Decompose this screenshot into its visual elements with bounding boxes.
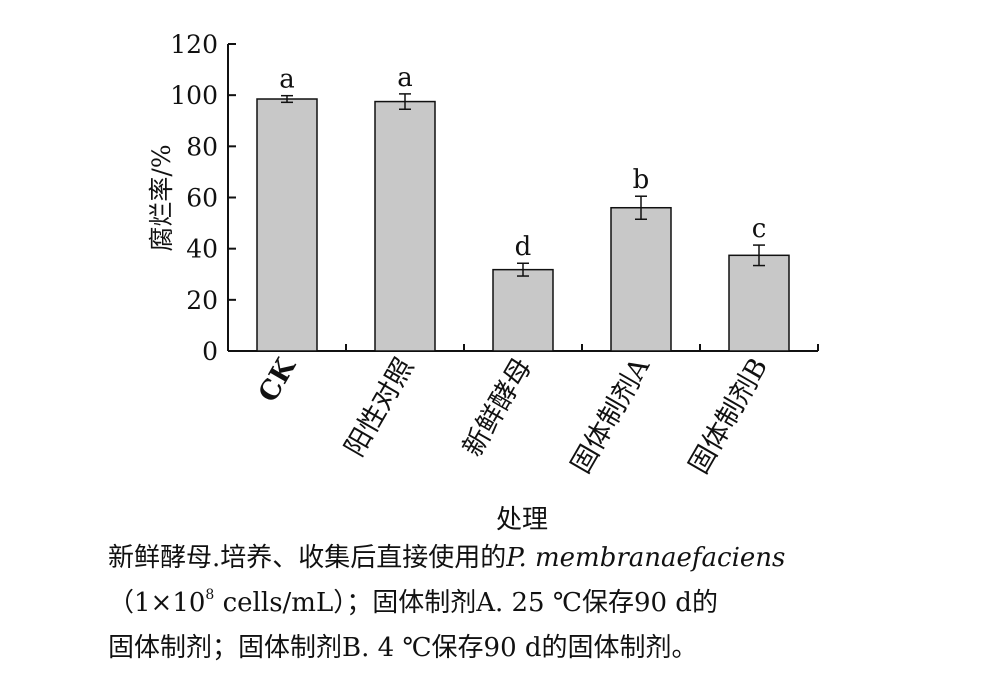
x-tick-label: 固体制剂A: [565, 353, 656, 479]
error-bars: [281, 93, 765, 277]
y-tick-label: 20: [186, 286, 218, 315]
y-tick-label: 120: [170, 30, 218, 59]
significance-letters: a a d b c: [279, 63, 766, 262]
bar-chart: 0 20 40 60 80 100 120 a a d b c CK 阳性对照 新鲜酵母 固体制剂A 固体制…: [147, 30, 819, 535]
x-tick-label: 新鲜酵母: [457, 353, 538, 462]
caption-line3-text: 固体制剂；固体制剂B. 4 ℃保存90 d的固体制剂。: [108, 633, 698, 663]
y-axis-label: 腐烂率/%: [147, 144, 176, 251]
x-ticks: CK 阳性对照 新鲜酵母 固体制剂A 固体制剂B: [253, 344, 819, 479]
bar: [492, 268, 554, 352]
y-tick-label: 60: [186, 184, 218, 213]
caption-exponent: 8: [205, 587, 215, 603]
significance-letter: a: [279, 65, 295, 95]
bars: [256, 98, 790, 352]
x-tick-label: CK: [253, 352, 303, 408]
bar: [728, 254, 790, 352]
caption-line-2: （1×108 cells/mL）；固体制剂A. 25 ℃保存90 d的: [108, 583, 968, 623]
bar: [374, 100, 436, 352]
caption-species-name: P. membranaefaciens: [506, 543, 786, 573]
y-tick-label: 100: [170, 81, 218, 110]
bar: [610, 206, 672, 352]
y-tick-label: 0: [202, 337, 218, 366]
significance-letter: a: [397, 63, 413, 93]
x-tick-label: 阳性对照: [339, 353, 420, 462]
caption-line2-open: （1×10: [108, 588, 206, 618]
caption-line-3: 固体制剂；固体制剂B. 4 ℃保存90 d的固体制剂。: [108, 628, 968, 668]
significance-letter: c: [752, 214, 767, 244]
y-tick-label: 40: [186, 235, 218, 264]
x-tick-label: 固体制剂B: [683, 353, 774, 479]
bar: [256, 98, 318, 352]
significance-letter: d: [515, 232, 532, 262]
y-ticks: 0 20 40 60 80 100 120: [170, 30, 236, 366]
caption-line1-prefix: 新鲜酵母.培养、收集后直接使用的: [108, 543, 507, 573]
caption-line-1: 新鲜酵母.培养、收集后直接使用的P. membranaefaciens: [108, 538, 968, 578]
significance-letter: b: [633, 165, 650, 195]
x-axis-label: 处理: [496, 505, 548, 535]
y-tick-label: 80: [186, 132, 218, 161]
caption-line2-rest: cells/mL）；固体制剂A. 25 ℃保存90 d的: [214, 588, 718, 618]
